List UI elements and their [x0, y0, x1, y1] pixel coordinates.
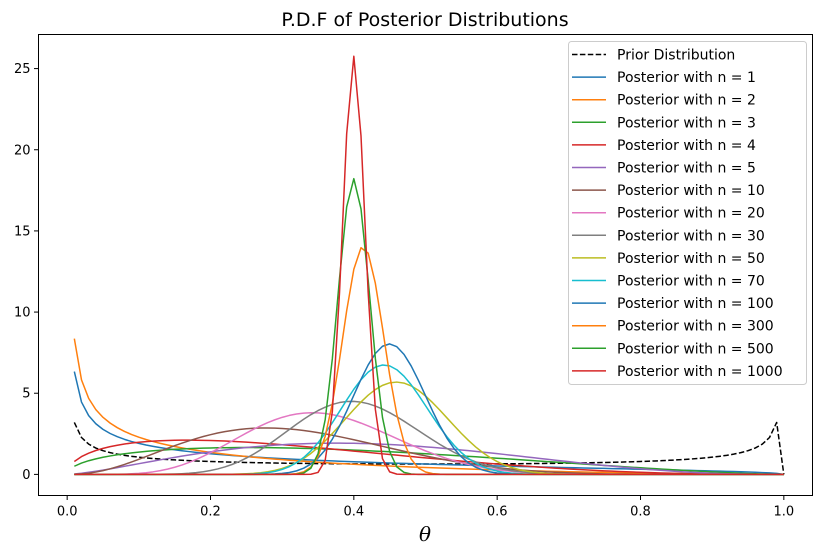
x-tick-label: 1.0	[773, 505, 794, 520]
legend-label-14: Posterior with n = 1000	[617, 364, 783, 380]
x-axis-label: θ	[419, 522, 431, 546]
legend-label-10: Posterior with n = 70	[617, 274, 765, 290]
y-tick-label: 0	[22, 468, 30, 483]
legend: Prior Distribution Posterior with n = 1 Po…	[568, 41, 807, 385]
series-line-14	[74, 55, 784, 476]
legend-label-1: Posterior with n = 1	[617, 70, 756, 86]
chart-title: P.D.F of Posterior Distributions	[281, 9, 568, 31]
y-tick-label: 15	[14, 224, 31, 239]
series-line-5	[74, 442, 784, 476]
legend-frame	[568, 41, 807, 385]
legend-label-11: Posterior with n = 100	[617, 296, 774, 312]
plot-area-frame	[38, 34, 813, 496]
x-axis: 0.0 0.2 0.4 0.6 0.8 1.0	[57, 495, 794, 520]
y-tick-label: 20	[14, 143, 31, 158]
x-tick-label: 0.4	[343, 505, 364, 520]
legend-label-9: Posterior with n = 50	[617, 251, 765, 267]
legend-label-5: Posterior with n = 5	[617, 161, 756, 177]
series-line-0	[73, 421, 785, 475]
legend-label-3: Posterior with n = 3	[617, 115, 756, 131]
y-axis: 0 5 10 15 20 25	[14, 62, 39, 483]
series-curves	[73, 55, 785, 476]
legend-label-6: Posterior with n = 10	[617, 183, 765, 199]
legend-label-2: Posterior with n = 2	[617, 93, 756, 109]
y-tick-label: 25	[14, 62, 31, 77]
legend-label-8: Posterior with n = 30	[617, 228, 765, 244]
x-tick-label: 0.6	[487, 505, 508, 520]
series-line-1	[73, 371, 784, 476]
x-tick-label: 0.0	[57, 505, 78, 520]
y-tick-label: 5	[22, 387, 30, 402]
legend-label-13: Posterior with n = 500	[617, 341, 774, 357]
legend-label-4: Posterior with n = 4	[617, 138, 756, 154]
x-tick-label: 0.8	[630, 505, 651, 520]
x-tick-label: 0.2	[200, 505, 221, 520]
y-tick-label: 10	[14, 306, 31, 321]
legend-label-7: Posterior with n = 20	[617, 206, 765, 222]
legend-label-12: Posterior with n = 300	[617, 319, 774, 335]
legend-label-0: Prior Distribution	[617, 48, 735, 64]
series-line-3	[74, 446, 784, 476]
